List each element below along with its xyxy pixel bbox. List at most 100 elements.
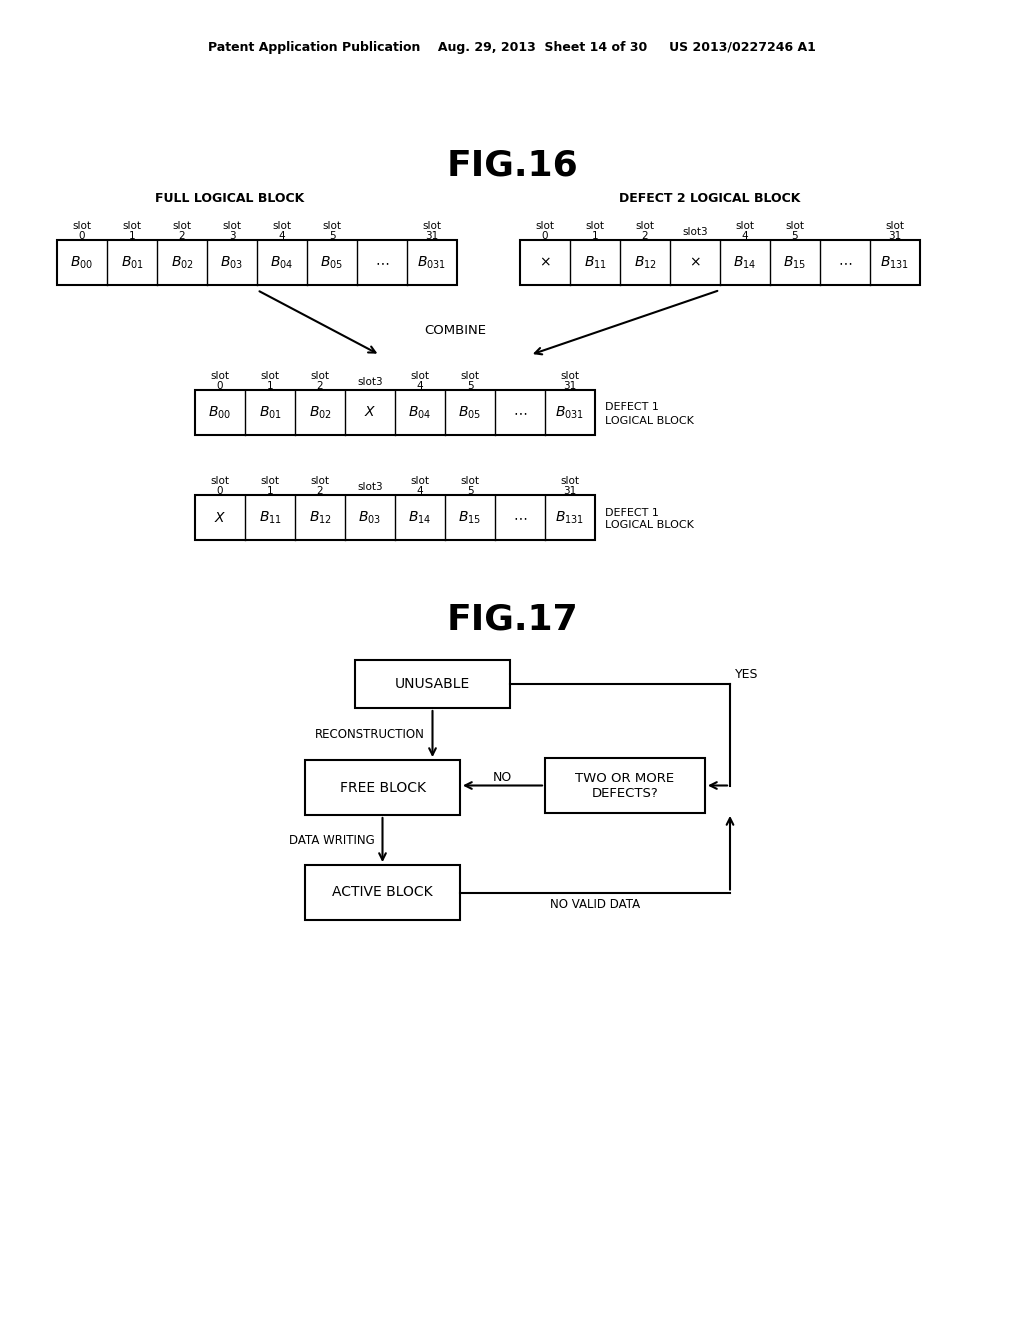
Text: $\cdots$: $\cdots$: [513, 511, 527, 524]
Text: FREE BLOCK: FREE BLOCK: [340, 780, 426, 795]
Text: 4: 4: [417, 486, 423, 496]
Text: UNUSABLE: UNUSABLE: [395, 677, 470, 690]
Text: slot: slot: [123, 220, 141, 231]
Text: 2: 2: [178, 231, 185, 242]
Text: DATA WRITING: DATA WRITING: [289, 833, 375, 846]
Text: $B_{01}$: $B_{01}$: [258, 404, 282, 421]
Text: slot: slot: [560, 371, 580, 381]
Text: slot: slot: [536, 220, 555, 231]
Text: FIG.16: FIG.16: [446, 148, 578, 182]
Text: 5: 5: [467, 486, 473, 496]
Text: 5: 5: [792, 231, 799, 242]
Text: slot: slot: [785, 220, 805, 231]
Text: slot: slot: [423, 220, 441, 231]
Text: $B_{05}$: $B_{05}$: [459, 404, 481, 421]
Text: slot: slot: [560, 477, 580, 486]
Text: 2: 2: [642, 231, 648, 242]
Text: $B_{131}$: $B_{131}$: [881, 255, 909, 271]
Text: COMBINE: COMBINE: [424, 323, 486, 337]
Text: $B_{03}$: $B_{03}$: [358, 510, 382, 525]
Text: slot: slot: [172, 220, 191, 231]
Text: 0: 0: [217, 381, 223, 391]
Text: 31: 31: [563, 486, 577, 496]
Text: $B_{11}$: $B_{11}$: [584, 255, 606, 271]
Text: slot: slot: [260, 371, 280, 381]
Text: FIG.17: FIG.17: [446, 603, 578, 638]
Text: NO: NO: [493, 771, 512, 784]
Text: NO VALID DATA: NO VALID DATA: [550, 898, 640, 911]
Text: $\cdots$: $\cdots$: [513, 405, 527, 420]
Text: slot: slot: [586, 220, 604, 231]
Text: Patent Application Publication    Aug. 29, 2013  Sheet 14 of 30     US 2013/0227: Patent Application Publication Aug. 29, …: [208, 41, 816, 54]
Bar: [57, 240, 457, 285]
Text: $X$: $X$: [214, 511, 226, 524]
Text: 1: 1: [266, 486, 273, 496]
Text: $B_{14}$: $B_{14}$: [409, 510, 432, 525]
Text: slot: slot: [310, 371, 330, 381]
Text: 0: 0: [542, 231, 548, 242]
Text: slot: slot: [323, 220, 341, 231]
Text: $B_{00}$: $B_{00}$: [71, 255, 93, 271]
Bar: [305, 760, 460, 814]
Text: YES: YES: [735, 668, 759, 681]
Bar: [195, 389, 595, 436]
Text: 31: 31: [563, 381, 577, 391]
Text: $\times$: $\times$: [689, 256, 700, 269]
Text: TWO OR MORE: TWO OR MORE: [575, 772, 675, 785]
Bar: [305, 865, 460, 920]
Text: DEFECT 2 LOGICAL BLOCK: DEFECT 2 LOGICAL BLOCK: [620, 191, 801, 205]
Text: slot: slot: [411, 371, 429, 381]
Text: 0: 0: [79, 231, 85, 242]
Text: 2: 2: [316, 381, 324, 391]
Text: slot: slot: [461, 477, 479, 486]
Text: $B_{12}$: $B_{12}$: [634, 255, 656, 271]
Text: $B_{02}$: $B_{02}$: [308, 404, 332, 421]
Text: slot3: slot3: [682, 227, 708, 238]
Text: $B_{14}$: $B_{14}$: [733, 255, 757, 271]
Text: 5: 5: [467, 381, 473, 391]
Text: slot: slot: [272, 220, 292, 231]
Text: $B_{031}$: $B_{031}$: [418, 255, 446, 271]
Text: 4: 4: [741, 231, 749, 242]
Text: 3: 3: [228, 231, 236, 242]
Text: LOGICAL BLOCK: LOGICAL BLOCK: [605, 416, 694, 425]
Text: 4: 4: [279, 231, 286, 242]
Text: $\times$: $\times$: [539, 256, 551, 269]
Text: $B_{00}$: $B_{00}$: [209, 404, 231, 421]
Text: $B_{04}$: $B_{04}$: [409, 404, 432, 421]
Text: slot: slot: [211, 371, 229, 381]
Text: DEFECTS?: DEFECTS?: [592, 787, 658, 800]
Text: 5: 5: [329, 231, 335, 242]
Text: DEFECT 1: DEFECT 1: [605, 403, 658, 412]
Text: $X$: $X$: [364, 405, 376, 420]
Bar: [545, 758, 705, 813]
Text: slot3: slot3: [357, 378, 383, 387]
Text: $B_{02}$: $B_{02}$: [171, 255, 194, 271]
Text: RECONSTRUCTION: RECONSTRUCTION: [314, 727, 425, 741]
Text: 2: 2: [316, 486, 324, 496]
Bar: [520, 240, 920, 285]
Text: FULL LOGICAL BLOCK: FULL LOGICAL BLOCK: [156, 191, 304, 205]
Text: slot: slot: [211, 477, 229, 486]
Text: $B_{031}$: $B_{031}$: [555, 404, 585, 421]
Text: 31: 31: [425, 231, 438, 242]
Text: slot: slot: [735, 220, 755, 231]
Text: slot: slot: [886, 220, 904, 231]
Text: $B_{05}$: $B_{05}$: [321, 255, 344, 271]
Text: $\cdots$: $\cdots$: [375, 256, 389, 269]
Text: ACTIVE BLOCK: ACTIVE BLOCK: [332, 886, 433, 899]
Text: $B_{131}$: $B_{131}$: [555, 510, 585, 525]
Text: slot: slot: [461, 371, 479, 381]
Text: slot3: slot3: [357, 482, 383, 492]
Text: $B_{04}$: $B_{04}$: [270, 255, 294, 271]
Bar: [355, 660, 510, 708]
Text: DEFECT 1: DEFECT 1: [605, 507, 658, 517]
Text: slot: slot: [636, 220, 654, 231]
Text: slot: slot: [222, 220, 242, 231]
Text: LOGICAL BLOCK: LOGICAL BLOCK: [605, 520, 694, 531]
Text: $B_{12}$: $B_{12}$: [308, 510, 332, 525]
Text: slot: slot: [310, 477, 330, 486]
Text: $B_{15}$: $B_{15}$: [783, 255, 807, 271]
Text: $B_{15}$: $B_{15}$: [459, 510, 481, 525]
Text: 1: 1: [266, 381, 273, 391]
